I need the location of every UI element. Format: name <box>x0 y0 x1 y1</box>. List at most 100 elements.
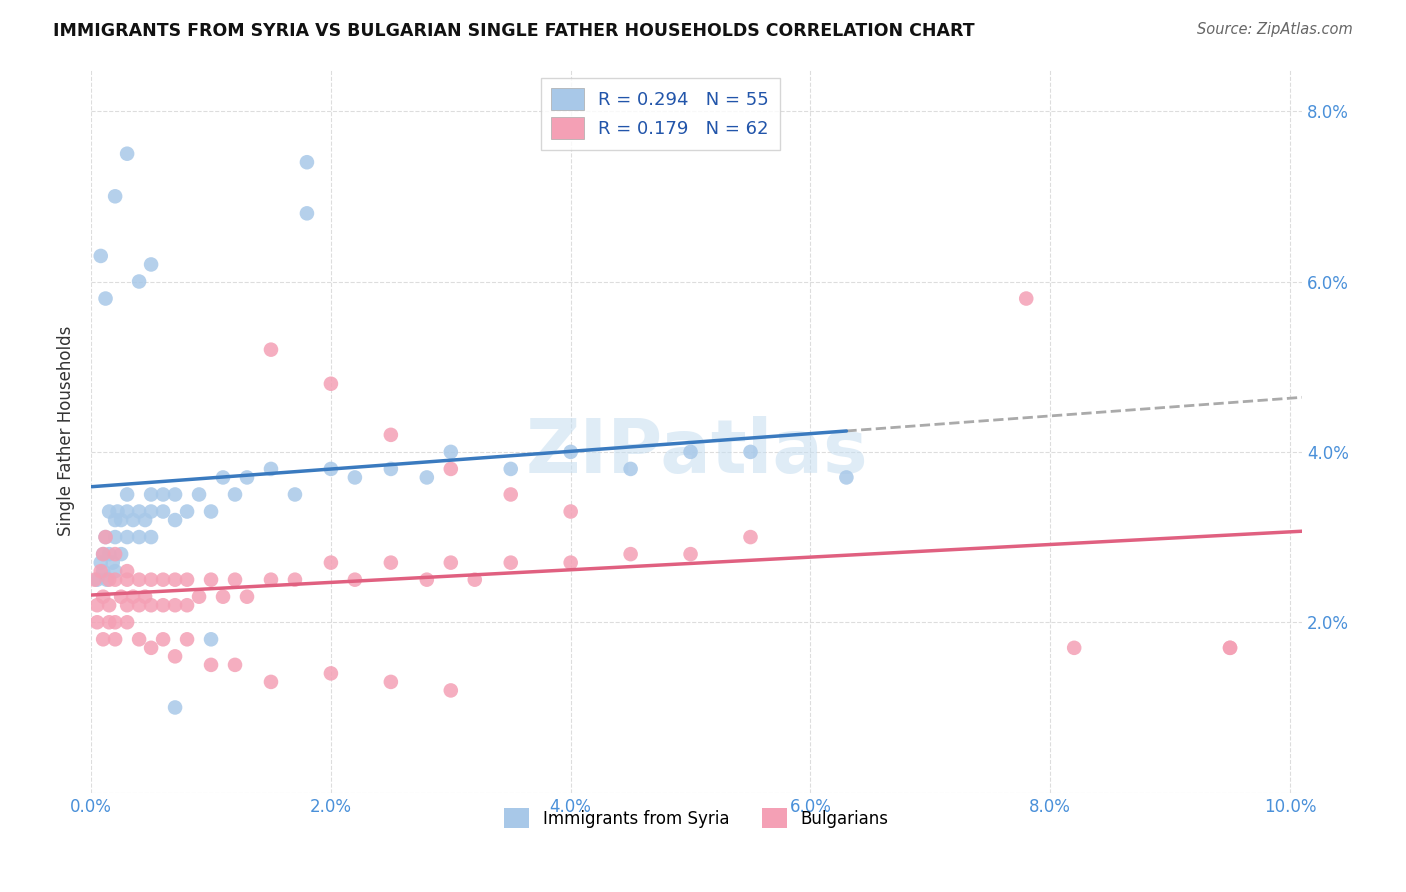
Point <box>1063 640 1085 655</box>
Point <box>499 462 522 476</box>
Point <box>152 632 174 647</box>
Point <box>139 504 162 518</box>
Point <box>96 573 118 587</box>
Point <box>319 556 342 570</box>
Text: Source: ZipAtlas.com: Source: ZipAtlas.com <box>1197 22 1353 37</box>
Point <box>94 530 117 544</box>
Point <box>319 666 342 681</box>
Point <box>128 632 150 647</box>
Point <box>115 530 138 544</box>
Point <box>440 462 463 476</box>
Point <box>83 573 105 587</box>
Point <box>122 513 145 527</box>
Point <box>679 547 702 561</box>
Point <box>104 189 127 203</box>
Point <box>128 599 150 613</box>
Point <box>165 487 187 501</box>
Point <box>224 573 246 587</box>
Point <box>260 573 283 587</box>
Point <box>115 564 138 578</box>
Point <box>1219 640 1241 655</box>
Point <box>440 683 463 698</box>
Point <box>139 640 162 655</box>
Point <box>98 504 121 518</box>
Point <box>104 573 127 587</box>
Point <box>620 462 643 476</box>
Point <box>94 530 117 544</box>
Point <box>236 470 259 484</box>
Point <box>110 513 132 527</box>
Point <box>86 615 108 630</box>
Text: ZIPatlas: ZIPatlas <box>526 416 868 489</box>
Point <box>176 632 198 647</box>
Point <box>343 573 366 587</box>
Point <box>260 343 283 357</box>
Point <box>260 674 283 689</box>
Point <box>620 547 643 561</box>
Point <box>115 504 138 518</box>
Point <box>1219 640 1241 655</box>
Point <box>104 615 127 630</box>
Point <box>90 564 112 578</box>
Point <box>98 615 121 630</box>
Point <box>319 376 342 391</box>
Point <box>115 146 138 161</box>
Point <box>560 445 582 459</box>
Point <box>499 487 522 501</box>
Point <box>134 513 156 527</box>
Point <box>295 206 318 220</box>
Point <box>464 573 486 587</box>
Point <box>115 487 138 501</box>
Point <box>104 564 127 578</box>
Point <box>98 547 121 561</box>
Point <box>128 504 150 518</box>
Point <box>110 590 132 604</box>
Point <box>440 556 463 570</box>
Point <box>86 573 108 587</box>
Point <box>115 615 138 630</box>
Point <box>835 470 858 484</box>
Point <box>94 292 117 306</box>
Point <box>104 547 127 561</box>
Point <box>90 249 112 263</box>
Point <box>91 547 114 561</box>
Point <box>98 599 121 613</box>
Point <box>560 556 582 570</box>
Point <box>416 470 439 484</box>
Point <box>91 632 114 647</box>
Point <box>176 599 198 613</box>
Point <box>176 573 198 587</box>
Point <box>139 257 162 271</box>
Point <box>499 556 522 570</box>
Point <box>91 547 114 561</box>
Point <box>110 547 132 561</box>
Point <box>152 487 174 501</box>
Point <box>104 530 127 544</box>
Point <box>188 487 211 501</box>
Point <box>380 674 402 689</box>
Point <box>380 427 402 442</box>
Point <box>128 573 150 587</box>
Point <box>122 590 145 604</box>
Point <box>1015 292 1038 306</box>
Point <box>115 599 138 613</box>
Point <box>200 657 222 672</box>
Point <box>128 275 150 289</box>
Point <box>165 649 187 664</box>
Point <box>139 573 162 587</box>
Point <box>200 632 222 647</box>
Point <box>104 513 127 527</box>
Point <box>416 573 439 587</box>
Point <box>380 556 402 570</box>
Point <box>165 599 187 613</box>
Point <box>152 599 174 613</box>
Point <box>91 564 114 578</box>
Point <box>679 445 702 459</box>
Point <box>188 590 211 604</box>
Point <box>212 470 235 484</box>
Point <box>107 504 129 518</box>
Point <box>212 590 235 604</box>
Point <box>90 556 112 570</box>
Point <box>224 657 246 672</box>
Point <box>139 599 162 613</box>
